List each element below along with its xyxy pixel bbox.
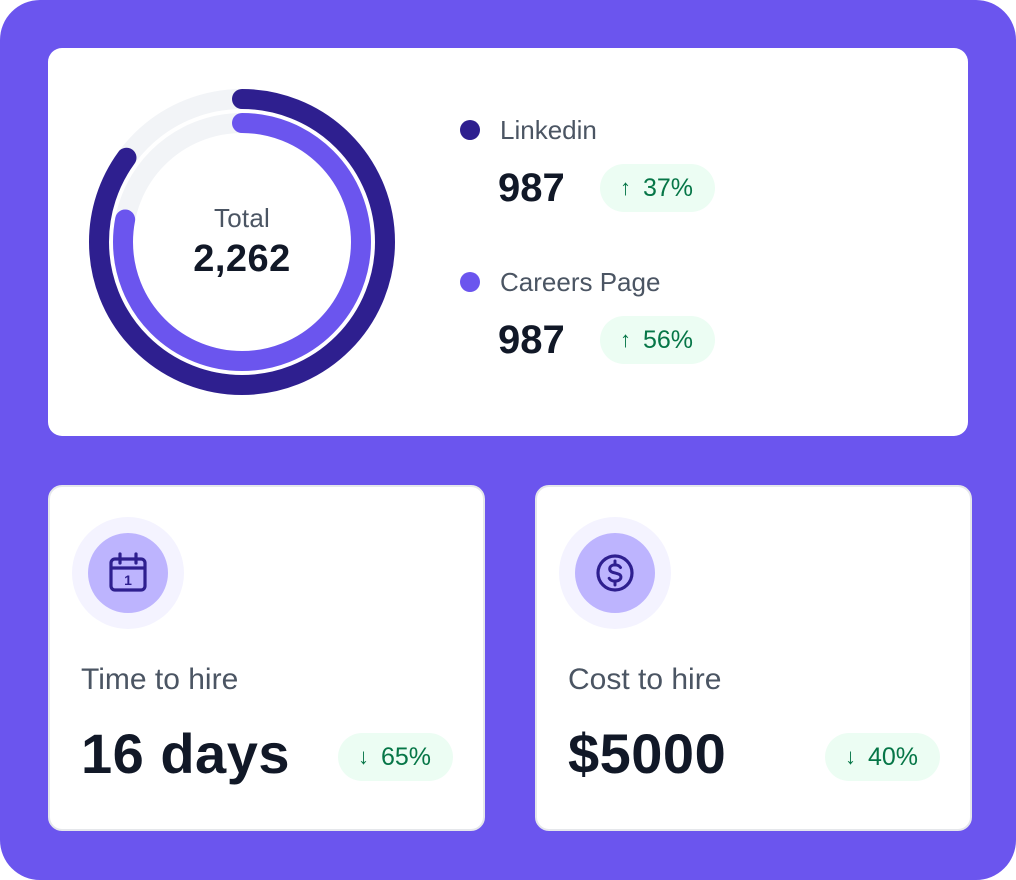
total-value: 2,262: [193, 238, 291, 280]
arrow-down-icon: ↓: [844, 744, 856, 769]
dollar-icon-wrap: [559, 517, 671, 629]
calendar-icon-wrap: 1: [72, 517, 184, 629]
linkedin-dot: [460, 120, 480, 140]
legend-value: 987: [498, 317, 565, 362]
arrow-up-icon: ↑: [620, 327, 631, 352]
legend-value: 987: [498, 165, 565, 210]
legend-name: Linkedin: [500, 114, 597, 145]
time-to-hire-card: 1 Time to hire 16 days ↓ 65%: [48, 485, 485, 831]
metric-value: $5000: [568, 722, 727, 785]
change-value: 65%: [380, 742, 431, 771]
legend-item-careers-page: Careers Page 987 ↑ 56%: [458, 266, 716, 364]
arrow-down-icon: ↓: [357, 744, 369, 769]
metric-value: 16 days: [81, 722, 290, 785]
metric-label: Time to hire: [81, 663, 239, 696]
careers-page-arc: [113, 113, 371, 371]
legend-item-linkedin: Linkedin 987 ↑ 37%: [458, 114, 716, 212]
arrow-up-icon: ↑: [620, 175, 631, 200]
change-value: 40%: [867, 742, 918, 771]
legend-name: Careers Page: [500, 266, 661, 297]
change-badge: ↑ 37%: [600, 164, 716, 212]
change-value: 37%: [643, 173, 694, 202]
linkedin-arc: [89, 89, 395, 395]
cost-to-hire-card: Cost to hire $5000 ↓ 40%: [535, 485, 972, 831]
applicant-sources-card: Total 2,262 Linkedin 987 ↑ 37% Careers P…: [48, 48, 968, 436]
careers-page-dot: [460, 272, 480, 292]
calendar-day: 1: [124, 572, 132, 588]
donut-center: Total 2,262: [88, 88, 396, 396]
dollar-circle-icon: [596, 554, 634, 592]
total-label: Total: [214, 203, 270, 233]
metric-label: Cost to hire: [568, 663, 722, 696]
change-value: 56%: [643, 325, 694, 354]
change-badge: ↑ 56%: [600, 316, 716, 364]
change-badge: ↓ 65%: [337, 733, 453, 781]
calendar-icon: 1: [109, 552, 147, 592]
sources-donut-chart: [89, 89, 395, 395]
change-badge: ↓ 40%: [824, 733, 940, 781]
